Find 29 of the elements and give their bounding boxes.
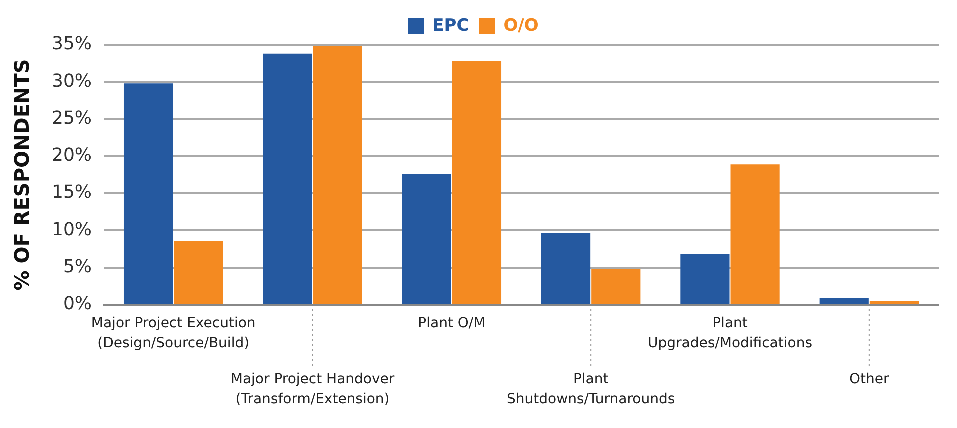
y-tick-label: 20% (52, 145, 92, 166)
x-tick-label: Other (850, 372, 890, 388)
bar (870, 301, 920, 304)
x-tick-label: Plant O/M (418, 316, 486, 332)
y-axis-title: % OF RESPONDENTS (10, 59, 34, 291)
bar (820, 298, 869, 304)
legend-label: O/O (504, 16, 539, 36)
bar (452, 61, 502, 304)
x-tick-label: Plant Shutdowns/Turnarounds (507, 372, 676, 408)
bar (541, 232, 591, 304)
y-tick-label: 10% (52, 219, 92, 240)
y-tick-label: 30% (52, 70, 92, 92)
y-tick-label: 5% (63, 256, 92, 278)
bar (680, 254, 730, 304)
legend-label: EPC (432, 16, 470, 36)
bar (402, 174, 452, 304)
y-tick-label: 25% (52, 108, 92, 129)
y-tick-label: 0% (63, 294, 92, 315)
y-tick-label: 15% (52, 182, 92, 204)
bar (124, 84, 174, 304)
bar (174, 241, 224, 304)
bar (263, 54, 312, 304)
bar (592, 269, 641, 304)
x-tick-label: Major Project Handover (Transform/Extension) (230, 372, 395, 408)
x-tick-label: Major Project Execution (Design/Source/Build) (91, 316, 256, 352)
bar (730, 164, 780, 304)
bar (313, 46, 362, 304)
x-tick-label: Plant Upgrades/Modifications (648, 316, 812, 352)
y-tick-label: 35% (52, 34, 92, 55)
